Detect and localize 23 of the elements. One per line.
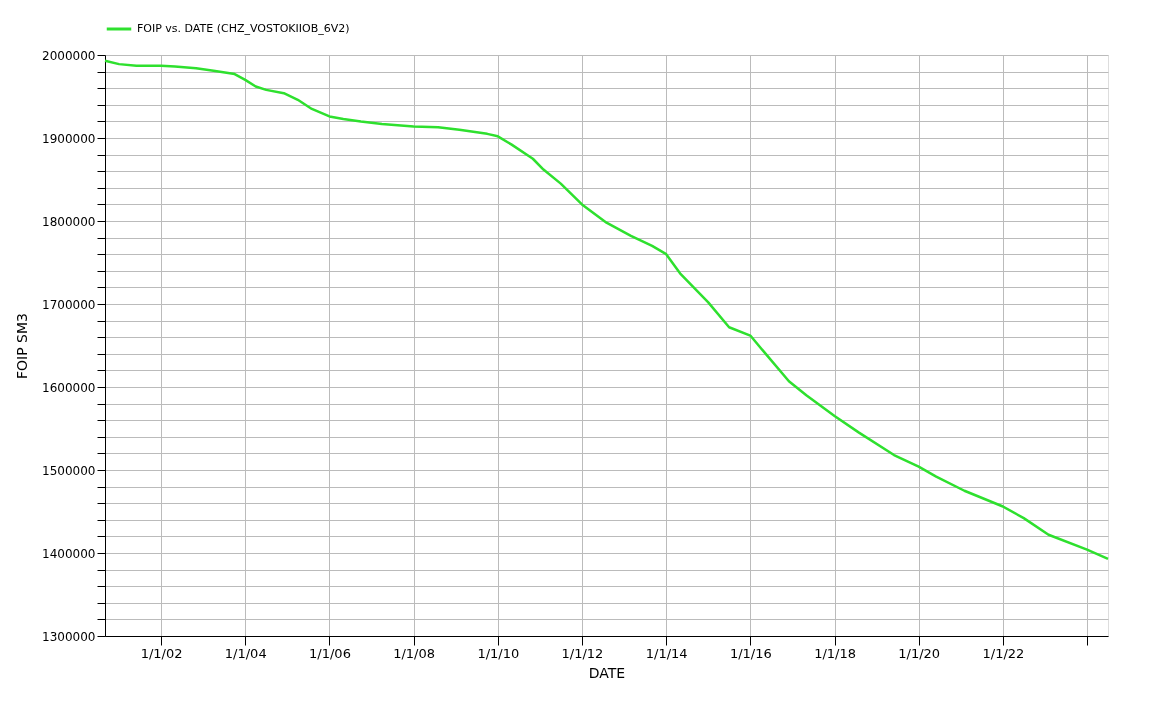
y-tick-label: 2000000 bbox=[42, 48, 96, 63]
x-tick-label: 1/1/10 bbox=[477, 645, 520, 661]
y-tick-label: 1400000 bbox=[42, 546, 96, 561]
x-tick-label: 1/1/14 bbox=[645, 645, 688, 661]
x-tick-label: 1/1/16 bbox=[729, 645, 772, 661]
x-tick-label: 1/1/20 bbox=[898, 645, 941, 661]
y-tick-label: 1500000 bbox=[42, 463, 96, 478]
y-tick-label: 1800000 bbox=[42, 214, 96, 229]
x-tick-label: 1/1/18 bbox=[814, 645, 856, 661]
y-tick-label: 1600000 bbox=[42, 380, 96, 395]
line-series bbox=[103, 59, 1110, 561]
x-tick-label: 1/1/08 bbox=[393, 645, 436, 661]
x-tick-label: 1/1/04 bbox=[224, 645, 267, 661]
x-tick-label: 1/1/22 bbox=[982, 645, 1025, 661]
y-tick-label: 1700000 bbox=[42, 297, 96, 312]
x-tick-label: 1/1/02 bbox=[140, 645, 183, 661]
y-axis-title: FOIP SM3 bbox=[14, 313, 31, 379]
x-tick-label: 1/1/12 bbox=[561, 645, 604, 661]
y-tick-label: 1300000 bbox=[42, 629, 96, 644]
x-tick-label: 1/1/06 bbox=[309, 645, 351, 661]
y-tick-label: 1900000 bbox=[42, 131, 96, 146]
x-axis-title: DATE bbox=[588, 664, 626, 681]
legend-label: FOIP vs. DATE (CHZ_VOSTOKIIOB_6V2) bbox=[137, 22, 350, 35]
